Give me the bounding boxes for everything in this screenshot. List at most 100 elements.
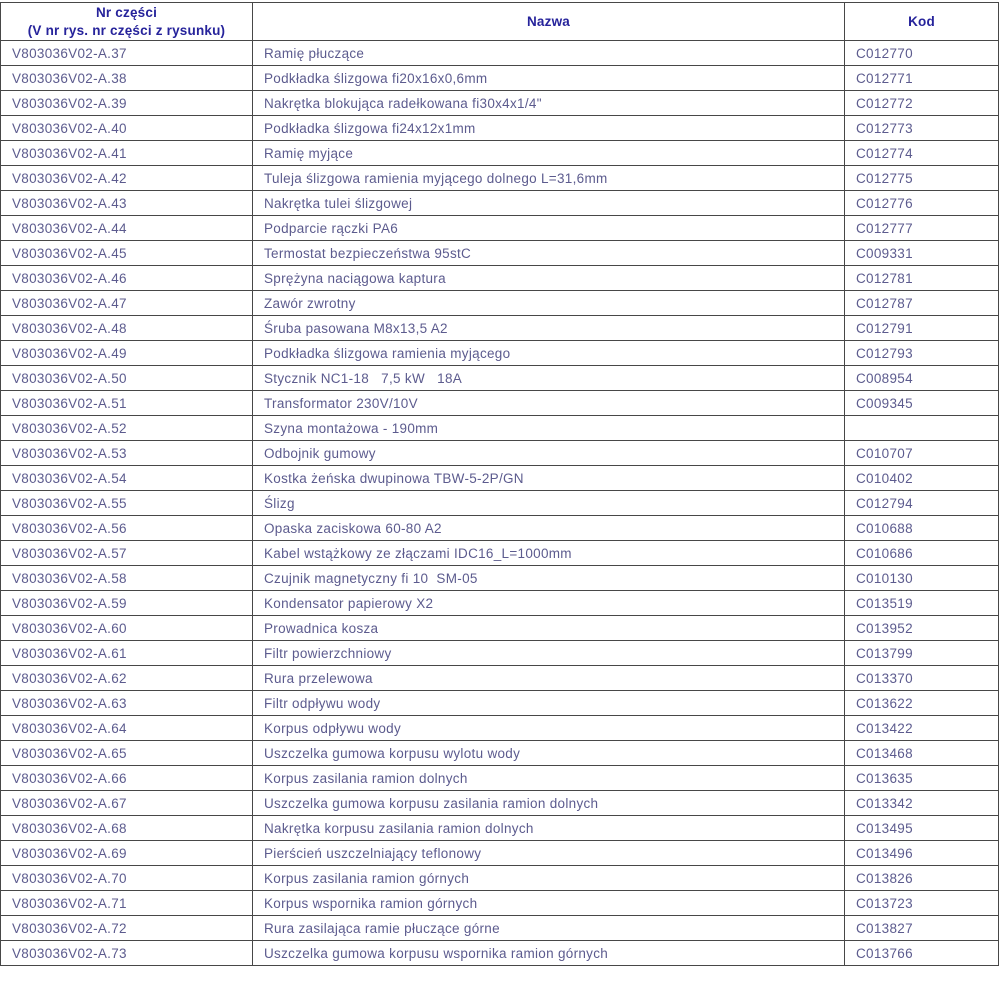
part-number-cell: V803036V02-A.53 <box>0 440 253 467</box>
name-cell: Termostat bezpieczeństwa 95stC <box>252 240 845 267</box>
name-cell: Transformator 230V/10V <box>252 390 845 417</box>
part-number-cell: V803036V02-A.61 <box>0 640 253 667</box>
part-number-cell: V803036V02-A.65 <box>0 740 253 767</box>
table-row: V803036V02-A.37 Ramię płuczące C012770 <box>0 40 999 67</box>
parts-table: Nr części (V nr rys. nr części z rysunku… <box>0 1 999 967</box>
code-cell: C013422 <box>844 715 999 742</box>
table-header: Nr części (V nr rys. nr części z rysunku… <box>0 1 999 42</box>
header-nr-line1: Nr części <box>95 5 158 20</box>
name-cell: Podparcie rączki PA6 <box>252 215 845 242</box>
table-row: V803036V02-A.44 Podparcie rączki PA6 C0127… <box>0 215 999 242</box>
name-cell: Sprężyna naciągowa kaptura <box>252 265 845 292</box>
part-number-cell: V803036V02-A.68 <box>0 815 253 842</box>
table-row: V803036V02-A.41 Ramię myjące C012774 <box>0 140 999 167</box>
column-header-kod: Kod <box>844 1 999 42</box>
part-number-cell: V803036V02-A.55 <box>0 490 253 517</box>
table-row: V803036V02-A.39 Nakrętka blokująca radełk… <box>0 90 999 117</box>
code-cell: C013622 <box>844 690 999 717</box>
code-cell: C009345 <box>844 390 999 417</box>
name-cell: Uszczelka gumowa korpusu wspornika ramio… <box>252 940 845 967</box>
code-cell: C012772 <box>844 90 999 117</box>
table-row: V803036V02-A.60 Prowadnica kosza C013952 <box>0 615 999 642</box>
code-cell: C012774 <box>844 140 999 167</box>
part-number-cell: V803036V02-A.47 <box>0 290 253 317</box>
code-cell: C012776 <box>844 190 999 217</box>
code-cell: C013496 <box>844 840 999 867</box>
name-cell: Korpus zasilania ramion górnych <box>252 865 845 892</box>
code-cell: C010707 <box>844 440 999 467</box>
table-body: V803036V02-A.37 Ramię płuczące C012770 V803… <box>0 40 999 967</box>
name-cell: Rura przelewowa <box>252 665 845 692</box>
code-cell: C012770 <box>844 40 999 67</box>
name-cell: Ramię płuczące <box>252 40 845 67</box>
part-number-cell: V803036V02-A.64 <box>0 715 253 742</box>
part-number-cell: V803036V02-A.57 <box>0 540 253 567</box>
table-row: V803036V02-A.42 Tuleja ślizgowa ramienia … <box>0 165 999 192</box>
table-row: V803036V02-A.51 Transformator 230V/10V C00… <box>0 390 999 417</box>
part-number-cell: V803036V02-A.73 <box>0 940 253 967</box>
name-cell: Śruba pasowana M8x13,5 A2 <box>252 315 845 342</box>
name-cell: Czujnik magnetyczny fi 10 SM-05 <box>252 565 845 592</box>
code-cell: C012793 <box>844 340 999 367</box>
code-cell: C009331 <box>844 240 999 267</box>
table-row: V803036V02-A.46 Sprężyna naciągowa kaptur… <box>0 265 999 292</box>
part-number-cell: V803036V02-A.39 <box>0 90 253 117</box>
part-number-cell: V803036V02-A.56 <box>0 515 253 542</box>
code-cell: C013827 <box>844 915 999 942</box>
table-row: V803036V02-A.48 Śruba pasowana M8x13,5 A2… <box>0 315 999 342</box>
name-cell: Korpus odpływu wody <box>252 715 845 742</box>
name-cell: Uszczelka gumowa korpusu zasilania ramio… <box>252 790 845 817</box>
column-header-nr-czesci: Nr części (V nr rys. nr części z rysunku… <box>0 1 253 42</box>
name-cell: Filtr powierzchniowy <box>252 640 845 667</box>
table-row: V803036V02-A.50 Stycznik NC1-18 7,5 kW 18… <box>0 365 999 392</box>
code-cell <box>844 415 999 442</box>
table-row: V803036V02-A.64 Korpus odpływu wody C01342… <box>0 715 999 742</box>
table-row: V803036V02-A.71 Korpus wspornika ramion g… <box>0 890 999 917</box>
code-cell: C012773 <box>844 115 999 142</box>
part-number-cell: V803036V02-A.60 <box>0 615 253 642</box>
table-row: V803036V02-A.63 Filtr odpływu wody C013622 <box>0 690 999 717</box>
header-nr-line2: (V nr rys. nr części z rysunku) <box>27 22 226 38</box>
name-cell: Tuleja ślizgowa ramienia myjącego dolneg… <box>252 165 845 192</box>
code-cell: C010402 <box>844 465 999 492</box>
table-row: V803036V02-A.69 Pierścień uszczelniający … <box>0 840 999 867</box>
name-cell: Podkładka ślizgowa ramienia myjącego <box>252 340 845 367</box>
name-cell: Korpus wspornika ramion górnych <box>252 890 845 917</box>
table-row: V803036V02-A.70 Korpus zasilania ramion g… <box>0 865 999 892</box>
part-number-cell: V803036V02-A.46 <box>0 265 253 292</box>
code-cell: C013826 <box>844 865 999 892</box>
table-row: V803036V02-A.65 Uszczelka gumowa korpusu … <box>0 740 999 767</box>
name-cell: Kostka żeńska dwupinowa TBW-5-2P/GN <box>252 465 845 492</box>
table-row: V803036V02-A.58 Czujnik magnetyczny fi 10… <box>0 565 999 592</box>
table-row: V803036V02-A.55 Ślizg C012794 <box>0 490 999 517</box>
table-row: V803036V02-A.57 Kabel wstążkowy ze złącza… <box>0 540 999 567</box>
code-cell: C010686 <box>844 540 999 567</box>
table-row: V803036V02-A.61 Filtr powierzchniowy C0137… <box>0 640 999 667</box>
part-number-cell: V803036V02-A.50 <box>0 365 253 392</box>
code-cell: C013766 <box>844 940 999 967</box>
part-number-cell: V803036V02-A.67 <box>0 790 253 817</box>
code-cell: C012781 <box>844 265 999 292</box>
table-row: V803036V02-A.73 Uszczelka gumowa korpusu … <box>0 940 999 967</box>
table-row: V803036V02-A.43 Nakrętka tulei ślizgowej C… <box>0 190 999 217</box>
part-number-cell: V803036V02-A.66 <box>0 765 253 792</box>
code-cell: C013342 <box>844 790 999 817</box>
code-cell: C013468 <box>844 740 999 767</box>
name-cell: Korpus zasilania ramion dolnych <box>252 765 845 792</box>
part-number-cell: V803036V02-A.38 <box>0 65 253 92</box>
code-cell: C012775 <box>844 165 999 192</box>
part-number-cell: V803036V02-A.45 <box>0 240 253 267</box>
part-number-cell: V803036V02-A.69 <box>0 840 253 867</box>
part-number-cell: V803036V02-A.44 <box>0 215 253 242</box>
name-cell: Zawór zwrotny <box>252 290 845 317</box>
code-cell: C010688 <box>844 515 999 542</box>
table-row: V803036V02-A.47 Zawór zwrotny C012787 <box>0 290 999 317</box>
name-cell: Ramię myjące <box>252 140 845 167</box>
code-cell: C010130 <box>844 565 999 592</box>
table-row: V803036V02-A.49 Podkładka ślizgowa ramien… <box>0 340 999 367</box>
code-cell: C013370 <box>844 665 999 692</box>
table-row: V803036V02-A.59 Kondensator papierowy X2 C… <box>0 590 999 617</box>
table-row: V803036V02-A.68 Nakrętka korpusu zasilani… <box>0 815 999 842</box>
part-number-cell: V803036V02-A.59 <box>0 590 253 617</box>
